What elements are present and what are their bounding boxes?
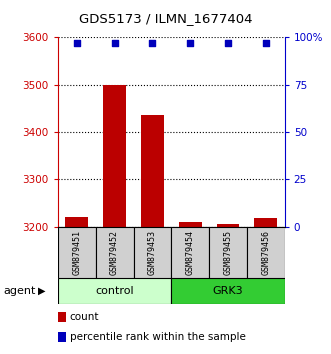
Point	[74, 40, 79, 46]
Bar	[58, 227, 96, 278]
Bar	[96, 227, 133, 278]
Point	[263, 40, 268, 46]
Bar	[179, 222, 202, 227]
Text: count: count	[70, 312, 99, 322]
Text: GSM879454: GSM879454	[186, 230, 195, 275]
Bar	[255, 218, 277, 227]
Bar	[103, 85, 126, 227]
Bar	[171, 278, 285, 304]
Text: GRK3: GRK3	[213, 286, 243, 296]
Bar	[247, 227, 285, 278]
Text: control: control	[95, 286, 134, 296]
Bar	[58, 278, 171, 304]
Point	[188, 40, 193, 46]
Text: GDS5173 / ILMN_1677404: GDS5173 / ILMN_1677404	[79, 12, 252, 25]
Bar	[66, 217, 88, 227]
Bar	[209, 227, 247, 278]
Bar	[133, 227, 171, 278]
Bar	[141, 115, 164, 227]
Point	[225, 40, 231, 46]
Text: GSM879452: GSM879452	[110, 230, 119, 275]
Text: GSM879451: GSM879451	[72, 230, 81, 275]
Bar	[216, 224, 239, 227]
Text: GSM879453: GSM879453	[148, 230, 157, 275]
Point	[150, 40, 155, 46]
Text: ▶: ▶	[38, 286, 45, 296]
Text: GSM879456: GSM879456	[261, 230, 270, 275]
Text: percentile rank within the sample: percentile rank within the sample	[70, 332, 245, 342]
Text: agent: agent	[3, 286, 36, 296]
Text: GSM879455: GSM879455	[223, 230, 232, 275]
Bar	[171, 227, 209, 278]
Point	[112, 40, 117, 46]
